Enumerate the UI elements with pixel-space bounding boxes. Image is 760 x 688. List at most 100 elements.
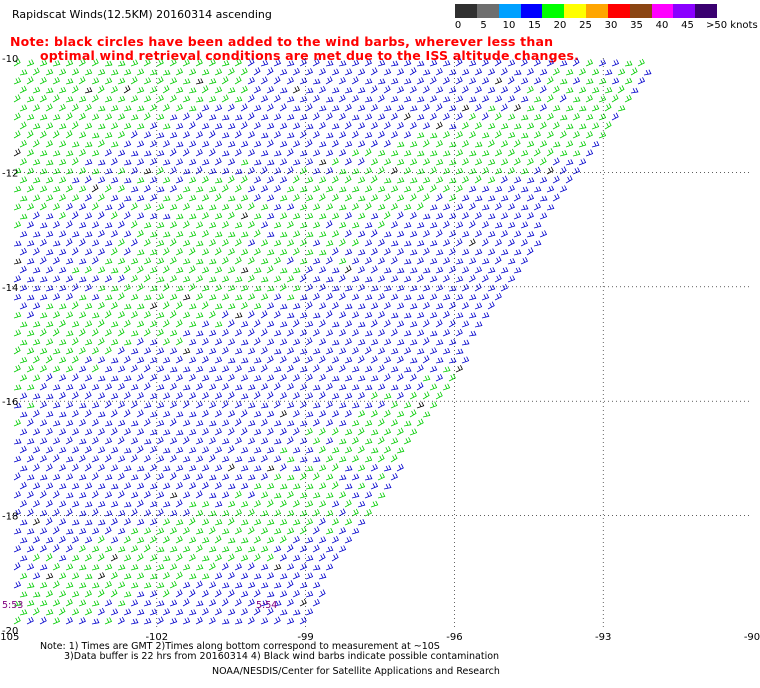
- wind-barb: [403, 401, 412, 409]
- wind-barb: [396, 284, 405, 292]
- wind-barb: [266, 67, 274, 76]
- wind-barb: [442, 220, 450, 229]
- wind-barb: [156, 94, 164, 103]
- wind-barb: [117, 546, 126, 553]
- wind-barb: [221, 310, 229, 319]
- wind-barb: [117, 220, 125, 229]
- wind-barb: [175, 267, 184, 274]
- wind-barb: [52, 580, 60, 589]
- wind-barb: [104, 132, 113, 139]
- wind-barb: [13, 329, 22, 337]
- wind-barb: [136, 86, 145, 94]
- wind-barb: [221, 546, 230, 553]
- wind-barb: [182, 258, 191, 265]
- wind-barb: [188, 536, 197, 544]
- wind-barb: [377, 383, 386, 391]
- wind-barb: [201, 409, 209, 418]
- wind-barb: [474, 302, 483, 310]
- wind-barb: [234, 328, 242, 337]
- wind-barb: [65, 150, 74, 157]
- wind-barb: [422, 158, 431, 166]
- wind-barb: [474, 211, 482, 220]
- wind-barb: [156, 222, 165, 229]
- wind-barb: [331, 321, 340, 328]
- wind-barb: [377, 347, 386, 355]
- wind-barb: [91, 312, 100, 319]
- wind-barb: [299, 186, 308, 193]
- wind-barb: [325, 329, 334, 337]
- wind-barb: [117, 130, 125, 139]
- wind-barb: [188, 158, 197, 166]
- wind-barb: [429, 365, 438, 373]
- wind-barb: [97, 607, 105, 616]
- wind-barb: [84, 409, 92, 418]
- wind-barb: [156, 293, 165, 301]
- wind-barb: [422, 301, 430, 310]
- wind-barb: [117, 472, 125, 481]
- wind-barb: [247, 94, 255, 103]
- wind-barb: [162, 338, 170, 346]
- wind-barb: [162, 231, 171, 238]
- wind-barb: [474, 230, 482, 238]
- wind-barb: [266, 427, 274, 436]
- wind-barb: [84, 553, 92, 562]
- wind-barb: [292, 465, 301, 472]
- wind-barb: [598, 131, 607, 139]
- wind-barb: [234, 618, 243, 625]
- wind-barb: [377, 185, 386, 193]
- wind-barb: [383, 409, 391, 418]
- wind-barb: [448, 177, 457, 184]
- wind-barb: [305, 158, 314, 166]
- wind-barb: [422, 375, 431, 382]
- legend-swatch: [586, 4, 609, 18]
- wind-barb: [26, 455, 34, 463]
- wind-barb: [58, 483, 67, 490]
- wind-barb: [65, 292, 73, 301]
- wind-barb: [26, 113, 35, 121]
- wind-barb: [539, 176, 548, 184]
- wind-barb: [117, 311, 125, 319]
- wind-barb: [260, 76, 268, 85]
- wind-barb: [175, 285, 184, 292]
- wind-barb: [188, 87, 197, 94]
- wind-barb: [65, 96, 74, 103]
- wind-barb: [481, 166, 489, 175]
- wind-barb: [585, 78, 594, 85]
- wind-barb: [253, 121, 261, 130]
- wind-barb: [52, 617, 61, 625]
- wind-barb: [32, 518, 40, 526]
- wind-barb: [435, 249, 444, 256]
- wind-barb: [201, 85, 209, 94]
- wind-barb: [559, 78, 568, 85]
- wind-barb: [338, 168, 347, 175]
- wind-barb: [318, 141, 327, 148]
- wind-barb: [91, 401, 100, 409]
- footer-note-1: Note: 1) Times are GMT 2)Times along bot…: [40, 641, 440, 652]
- wind-barb: [201, 266, 210, 274]
- wind-barb: [175, 122, 184, 130]
- wind-barb: [169, 329, 178, 337]
- wind-barb: [338, 204, 347, 211]
- wind-barb: [364, 78, 373, 85]
- wind-barb: [396, 230, 405, 238]
- wind-barb: [91, 328, 99, 337]
- wind-barb: [97, 139, 105, 148]
- wind-barb: [169, 437, 178, 445]
- wind-barb: [214, 392, 223, 400]
- wind-barb: [104, 168, 113, 175]
- wind-barb: [169, 366, 178, 373]
- wind-barb: [169, 492, 178, 499]
- wind-barb: [39, 527, 48, 535]
- wind-barb: [26, 149, 34, 157]
- wind-barb: [455, 328, 463, 337]
- wind-barb: [591, 87, 600, 94]
- wind-barb: [78, 311, 87, 319]
- wind-barb: [533, 240, 542, 247]
- wind-barb: [65, 184, 73, 193]
- wind-barb: [58, 607, 66, 616]
- x-tick-label: -102: [145, 632, 168, 643]
- wind-barb: [221, 419, 230, 427]
- wind-barb: [266, 553, 274, 562]
- wind-barb: [318, 176, 327, 184]
- wind-barb: [227, 427, 235, 436]
